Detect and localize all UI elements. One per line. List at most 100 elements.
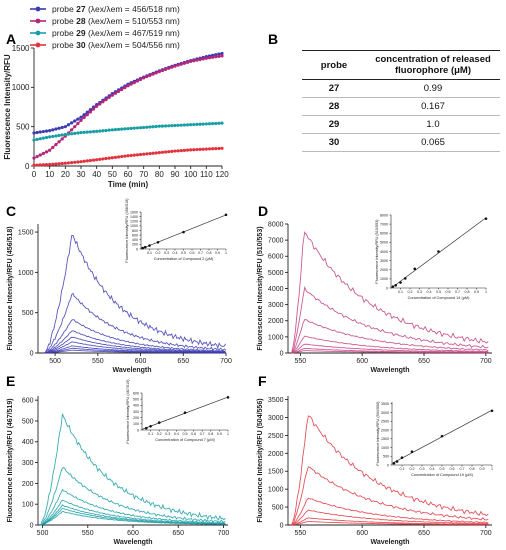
data-point (198, 122, 202, 126)
data-point (179, 123, 183, 127)
data-point (189, 59, 193, 63)
x-tick-label: 120 (215, 170, 229, 179)
spectrum-line (44, 234, 226, 354)
x-tick-label: 0.8 (465, 290, 470, 294)
data-point (157, 70, 161, 74)
spectrum-line (291, 335, 489, 354)
data-point (220, 146, 224, 150)
y-tick-label: 0 (30, 522, 34, 529)
data-point (107, 156, 111, 160)
data-point (204, 56, 208, 60)
x-tick-label: 650 (177, 358, 189, 365)
y-axis-label: Fluorescence Intensity/RFU (504/556) (257, 398, 264, 522)
data-point (167, 150, 171, 154)
data-point (110, 93, 114, 97)
calibration-inset: 0.1 0.2 0.3 0.4 0.5 0.6 0.7 0.8 0.9 1 0 1000 2000 300… (375, 213, 488, 300)
calibration-point (392, 461, 396, 465)
data-point (170, 124, 174, 128)
y-tick-label: 8000 (268, 221, 284, 228)
data-point (85, 113, 89, 117)
x-tick-label: 0.6 (190, 251, 195, 255)
x-axis-label: Wavelength (113, 539, 152, 546)
table-header-probe: probe (302, 50, 366, 80)
y-tick-label: 4000 (380, 250, 388, 254)
data-point (57, 162, 61, 166)
data-point (70, 128, 74, 132)
calibration-point (226, 396, 230, 399)
y-tick-label: 3000 (268, 415, 284, 422)
calibration-inset: 0.1 0.2 0.3 0.4 0.5 0.6 0.7 0.8 0.9 1 0 500 1000 1500… (376, 401, 494, 477)
calibration-point (182, 230, 185, 234)
data-point (101, 157, 105, 161)
data-point (113, 91, 118, 95)
data-point (44, 135, 49, 140)
data-point (195, 122, 199, 126)
data-point (76, 131, 80, 135)
data-point (154, 71, 158, 75)
y-tick-label: 1600 (130, 210, 138, 214)
y-tick-label: 3000 (381, 411, 389, 415)
data-point (148, 151, 152, 156)
y-tick-label: 5000 (380, 241, 388, 245)
table-cell: 28 (302, 97, 366, 116)
data-point (41, 136, 46, 140)
x-axis-label: Wavelength (112, 367, 151, 374)
data-point (32, 131, 36, 135)
data-point (145, 125, 149, 129)
x-tick-label: 0.1 (147, 251, 152, 255)
x-tick-label: 700 (220, 358, 232, 365)
table-row: 29 1.0 (302, 115, 500, 134)
data-point (182, 123, 186, 127)
table-cell: 0.167 (366, 97, 500, 116)
x-tick-label: 0.7 (198, 251, 203, 255)
spectrum-line (40, 488, 226, 526)
table-cell: 29 (302, 115, 366, 134)
data-point (63, 132, 67, 137)
x-tick-label: 90 (171, 170, 180, 179)
data-point (189, 123, 193, 127)
x-tick-label: 10 (45, 170, 54, 179)
data-point (142, 76, 146, 80)
y-tick-label: 0 (30, 350, 34, 357)
data-point (110, 128, 114, 132)
legend-entry: probe 28 (λex/λem = 510/553 nm) (52, 16, 180, 26)
data-point (117, 155, 121, 159)
x-tick-label: 700 (480, 530, 492, 537)
x-tick-label: 0.5 (440, 467, 445, 471)
data-point (138, 152, 143, 157)
data-point (82, 159, 86, 163)
x-tick-label: 700 (218, 530, 230, 537)
data-point (63, 161, 67, 165)
x-tick-label: 550 (295, 358, 307, 365)
x-tick-label: 0.4 (427, 290, 432, 294)
data-point (164, 124, 168, 128)
data-point (160, 68, 165, 73)
data-point (185, 148, 190, 152)
y-tick-label: 2500 (381, 420, 389, 424)
data-point (117, 89, 121, 94)
data-point (120, 87, 124, 92)
data-point (35, 163, 39, 167)
spectrum-line (291, 466, 489, 525)
data-point (38, 130, 42, 134)
data-point (217, 54, 221, 58)
x-tick-label: 70 (139, 170, 148, 179)
x-tick-label: 0.9 (474, 290, 479, 294)
table-row: 27 0.99 (302, 79, 500, 98)
spectrum-line (44, 319, 226, 354)
data-point (170, 65, 174, 69)
data-point (32, 163, 36, 167)
data-point (85, 130, 89, 134)
data-point (201, 147, 205, 151)
data-point (91, 130, 96, 134)
x-tick-label: 0.4 (174, 432, 179, 436)
data-point (217, 146, 221, 151)
data-point (207, 147, 212, 151)
data-point (101, 129, 105, 133)
y-axis-label: Fluorescence Intensity/RFU (3, 54, 12, 160)
data-point (113, 155, 118, 159)
data-point (60, 133, 64, 137)
x-tick-label: 0 (32, 170, 37, 179)
calibration-point (149, 425, 152, 428)
x-axis-label: Concentration of Compound 2 (μM) (154, 257, 214, 261)
